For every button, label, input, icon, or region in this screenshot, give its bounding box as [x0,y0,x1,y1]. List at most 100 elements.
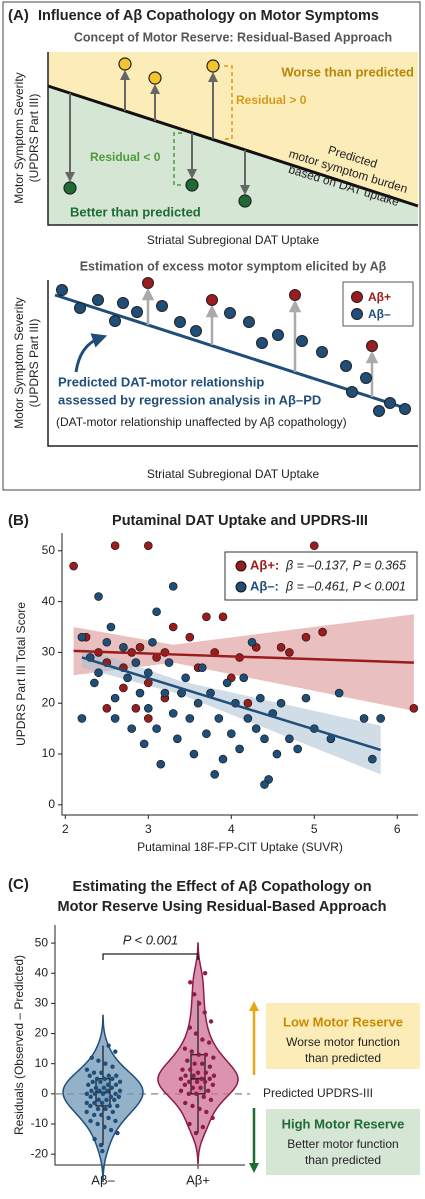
point [190,1085,196,1091]
axes [47,280,418,447]
point [139,739,149,749]
point [152,607,161,617]
point [103,1106,108,1112]
y-axis-label: UPDRS Part III Total Score [14,602,28,746]
point [89,1055,94,1060]
point [207,1064,213,1069]
y-axis-label: Motor Symptom Severity [12,297,26,428]
point [243,714,253,723]
point [188,980,193,985]
high-title: High Motor Reserve [282,1116,405,1131]
x-tick-label: 3 [145,822,152,836]
point [131,703,141,713]
point [106,622,116,632]
point [109,1085,115,1091]
regression-line [54,293,406,410]
point [200,1037,205,1042]
point [183,1073,188,1078]
point [116,1094,122,1100]
point [164,658,174,667]
x-axis-label: Striatal Subregional DAT Uptake [147,467,320,481]
point [409,703,419,713]
point [168,622,178,632]
legend-marker [351,291,363,303]
y-tick-label: 30 [35,996,49,1010]
point [199,1061,205,1066]
point [218,754,228,764]
residual-bracket [173,132,182,186]
point [183,1100,188,1106]
point [256,693,265,703]
confidence-band [73,614,414,711]
point [119,643,128,652]
y-axis-label: (UPDRS Part III) [27,319,41,408]
point [91,1112,97,1118]
panel-b: (B) Putaminal DAT Uptake and UPDRS-III 2 3 4… [8,512,419,854]
point [102,1124,107,1130]
legend-marker [235,560,247,572]
point [93,1085,99,1091]
point [285,734,294,744]
point [144,703,153,713]
annotation: Predicted DAT-motor relationship [58,374,264,389]
point [173,734,182,744]
concept-points [63,57,252,208]
point [94,1076,100,1081]
point [115,1103,120,1109]
legend-label: Aβ– [368,307,391,321]
point [202,971,208,976]
point [90,1079,95,1084]
point [106,1043,111,1048]
y-tick-label: 40 [42,594,56,608]
legend-label: Aβ+ [368,290,391,304]
point [204,1109,209,1115]
point [94,592,103,601]
regression-line [73,649,414,664]
point [89,1088,94,1094]
point [168,582,178,591]
point [90,678,99,688]
point [188,1067,193,1072]
point [77,632,87,642]
point [198,1085,203,1091]
point [186,1079,192,1084]
point [201,1094,206,1100]
legend-stat: β = –0.137, P = 0.365 [285,558,406,572]
point [276,643,286,652]
point [208,1097,214,1103]
point [182,1082,188,1087]
point [301,693,311,703]
point [148,637,157,647]
panel-frame [2,1,421,491]
predicted-line [47,84,419,208]
point [168,709,178,718]
point [260,734,269,744]
point [185,714,195,723]
x-axis-label: Putaminal 18F-FP-CIT Uptake (SUVR) [137,840,343,854]
point [105,1088,110,1094]
excess-arrows [141,287,379,397]
point [192,992,197,997]
point [214,714,224,723]
point [99,1112,104,1118]
panel-a: (A) Influence of Aβ Copathology on Motor… [2,1,421,491]
reference-label: Predicted UPDRS-III [263,1086,373,1100]
point [178,1076,184,1081]
concept-points [142,277,378,352]
x-tick-label: 2 [62,822,69,836]
point [92,1136,97,1142]
point [293,744,302,754]
significance-label: P < 0.001 [123,932,179,947]
residual-bracket [224,65,233,140]
panel-c: (C) Estimating the Effect of Aβ Copatholo… [8,876,420,1187]
point [208,1019,214,1024]
point [193,698,203,708]
point [84,1109,89,1115]
chart-title: Putaminal DAT Uptake and UPDRS-III [112,513,368,529]
worse-region [48,52,418,206]
point [185,1058,190,1063]
point [272,749,282,759]
point [202,1010,207,1015]
point [100,1148,105,1154]
y-axis-label: (UPDRS Part III) [27,94,41,183]
